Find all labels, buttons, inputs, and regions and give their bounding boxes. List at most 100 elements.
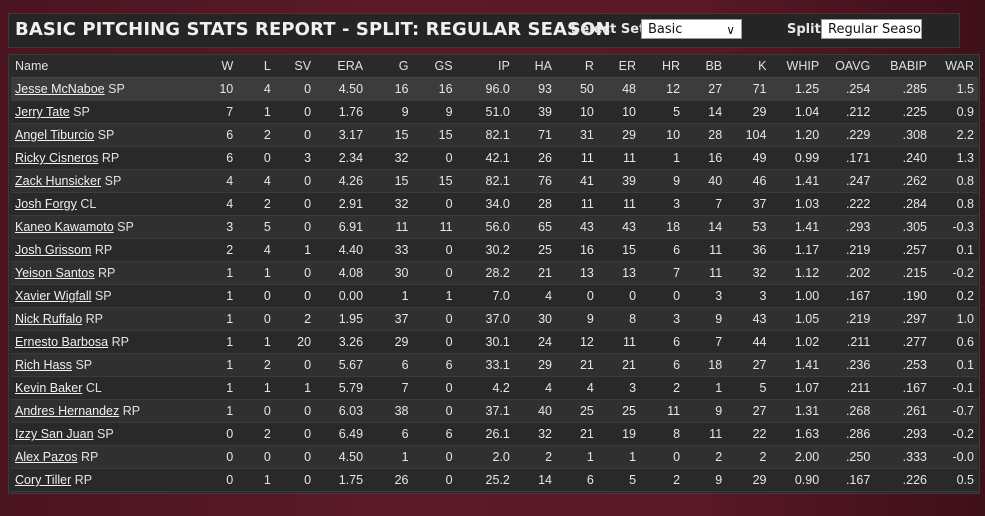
table-row[interactable]: Jerry Tate SP 7 1 0 1.76 9 9 51.0 39 10 10 5 14 29 1.0… [11, 100, 978, 124]
stat-cell-er: 15 [597, 238, 641, 262]
stat-cell-era: 4.08 [315, 261, 368, 285]
stat-cell-ip: 37.0 [456, 307, 514, 331]
stat-cell-l: 0 [237, 307, 275, 331]
player-name-link[interactable]: Cory Tiller [15, 473, 72, 487]
column-header-name[interactable]: Name [11, 55, 203, 78]
table-row[interactable]: Jesse McNaboe SP 10 4 0 4.50 16 16 96.0 93 50 48 12… [11, 77, 978, 101]
stat-cell-war: -0.1 [930, 376, 978, 400]
table-row[interactable]: Xavier Wigfall SP 1 0 0 0.00 1 1 7.0 4 0 0 0 3 3 1.00.… [11, 284, 978, 308]
column-header-bb[interactable]: BB [684, 55, 727, 78]
player-name-link[interactable]: Josh Grissom [15, 243, 92, 257]
player-name-link[interactable]: Zack Hunsicker [15, 174, 102, 188]
stat-cell-babip: .305 [874, 215, 931, 239]
player-name-link[interactable]: Nick Ruffalo [15, 312, 83, 326]
player-cell: Izzy San Juan SP [11, 422, 203, 446]
column-header-ip[interactable]: IP [456, 55, 514, 78]
player-name-link[interactable]: Alex Pazos [15, 450, 78, 464]
stat-cell-war: 0.8 [930, 169, 978, 193]
stat-cell-babip: .277 [874, 330, 931, 354]
column-header-er[interactable]: ER [597, 55, 641, 78]
player-name-link[interactable]: Xavier Wigfall [15, 289, 92, 303]
split-dropdown[interactable]: Regular Seaso [821, 19, 922, 39]
player-name-link[interactable]: Jerry Tate [15, 105, 70, 119]
stat-cell-ip: 30.2 [456, 238, 514, 262]
stat-cell-g: 15 [367, 123, 413, 147]
player-name-link[interactable]: Rich Hass [15, 358, 72, 372]
column-header-sv[interactable]: SV [274, 55, 316, 78]
stat-cell-hr: 11 [640, 399, 685, 423]
stat-cell-hr: 10 [640, 123, 685, 147]
stat-cell-g: 16 [367, 77, 413, 101]
column-header-war[interactable]: WAR [930, 55, 978, 78]
stat-cell-ha: 24 [513, 330, 557, 354]
column-header-oavg[interactable]: OAVG [823, 55, 875, 78]
stat-cell-l: 2 [237, 353, 275, 377]
stat-cell-war: 0.1 [930, 238, 978, 262]
stat-cell-l: 1 [237, 100, 275, 124]
table-row[interactable]: Kevin Baker CL 1 1 1 5.79 7 0 4.2 4 4 3 2 1 5 1.07.211… [11, 376, 978, 400]
table-row[interactable]: Ricky Cisneros RP 6 0 3 2.34 32 0 42.1 26 11 11 1 16… [11, 146, 978, 170]
column-header-gs[interactable]: GS [412, 55, 457, 78]
column-header-whip[interactable]: WHIP [770, 55, 824, 78]
player-name-link[interactable]: Josh Forgy [15, 197, 77, 211]
table-row[interactable]: Yeison Santos RP 1 1 0 4.08 30 0 28.2 21 13 13 7 11 3… [11, 261, 978, 285]
table-row[interactable]: Josh Grissom RP 2 4 1 4.40 33 0 30.2 25 16 15 6 11 36… [11, 238, 978, 262]
table-row[interactable]: Alex Pazos RP 0 0 0 4.50 1 0 2.0 2 1 1 0 2 2 2.00.250.… [11, 445, 978, 469]
table-row[interactable]: Ernesto Barbosa RP 1 1 20 3.26 29 0 30.1 24 12 11 6… [11, 330, 978, 354]
stat-cell-w: 6 [202, 146, 238, 170]
player-name-link[interactable]: Kevin Baker [15, 381, 83, 395]
column-header-era[interactable]: ERA [315, 55, 368, 78]
stat-cell-oavg: .202 [823, 261, 875, 285]
stat-cell-w: 1 [202, 307, 238, 331]
player-name-link[interactable]: Kaneo Kawamoto [15, 220, 114, 234]
column-header-g[interactable]: G [367, 55, 413, 78]
table-row[interactable]: Angel Tiburcio SP 6 2 0 3.17 15 15 82.1 71 31 29 10… [11, 123, 978, 147]
column-header-k[interactable]: K [726, 55, 771, 78]
stat-cell-oavg: .219 [823, 238, 875, 262]
stat-cell-er: 29 [597, 123, 641, 147]
column-header-hr[interactable]: HR [640, 55, 685, 78]
player-name-link[interactable]: Jesse McNaboe [15, 82, 105, 96]
stat-cell-hr: 5 [640, 100, 685, 124]
stat-cell-er: 5 [597, 468, 641, 492]
stat-cell-bb: 40 [684, 169, 727, 193]
stat-cell-ip: 33.1 [456, 353, 514, 377]
stat-cell-w: 4 [202, 169, 238, 193]
stat-cell-sv: 0 [274, 169, 316, 193]
table-row[interactable]: Kaneo Kawamoto SP 3 5 0 6.91 11 11 56.0 65 43 43 18… [11, 215, 978, 239]
stat-cell-oavg: .268 [823, 399, 875, 423]
stat-cell-ha: 29 [513, 353, 557, 377]
player-name-link[interactable]: Ricky Cisneros [15, 151, 99, 165]
select-set-dropdown[interactable]: Basic ∨ [641, 19, 742, 39]
player-name-link[interactable]: Angel Tiburcio [15, 128, 95, 142]
stat-cell-er: 11 [597, 146, 641, 170]
table-row[interactable]: Josh Forgy CL 4 2 0 2.91 32 0 34.0 28 11 11 3 7 37 1.0… [11, 192, 978, 216]
table-row[interactable]: Rich Hass SP 1 2 0 5.67 6 6 33.1 29 21 21 6 18 27 1.41… [11, 353, 978, 377]
player-name-link[interactable]: Andres Hernandez [15, 404, 120, 418]
table-row[interactable]: Izzy San Juan SP 0 2 0 6.49 6 6 26.1 32 21 19 8 11 22… [11, 422, 978, 446]
stat-cell-era: 5.67 [315, 353, 368, 377]
stat-cell-whip: 1.00 [770, 284, 824, 308]
player-name-link[interactable]: Yeison Santos [15, 266, 95, 280]
table-row[interactable]: Andres Hernandez RP 1 0 0 6.03 38 0 37.1 40 25 25 1… [11, 399, 978, 423]
table-row[interactable]: Zack Hunsicker SP 4 4 0 4.26 15 15 82.1 76 41 39 9 4… [11, 169, 978, 193]
column-header-l[interactable]: L [237, 55, 275, 78]
stat-cell-ha: 4 [513, 284, 557, 308]
column-header-w[interactable]: W [202, 55, 238, 78]
stat-cell-whip: 1.31 [770, 399, 824, 423]
player-position: SP [94, 289, 112, 303]
stat-cell-hr: 0 [640, 445, 685, 469]
stat-cell-ip: 51.0 [456, 100, 514, 124]
stat-cell-l: 1 [237, 261, 275, 285]
player-position: SP [117, 220, 134, 234]
player-name-link[interactable]: Ernesto Barbosa [15, 335, 109, 349]
table-row[interactable]: Nick Ruffalo RP 1 0 2 1.95 37 0 37.0 30 9 8 3 9 43 1.0… [11, 307, 978, 331]
column-header-babip[interactable]: BABIP [874, 55, 931, 78]
player-name-link[interactable]: Izzy San Juan [15, 427, 94, 441]
column-header-r[interactable]: R [556, 55, 598, 78]
player-cell: Kevin Baker CL [11, 376, 203, 400]
column-header-ha[interactable]: HA [513, 55, 557, 78]
table-row[interactable]: Cory Tiller RP 0 1 0 1.75 26 0 25.2 14 6 5 2 9 29 0.90… [11, 468, 978, 492]
stat-cell-whip: 1.03 [770, 192, 824, 216]
stat-cell-w: 0 [202, 422, 238, 446]
